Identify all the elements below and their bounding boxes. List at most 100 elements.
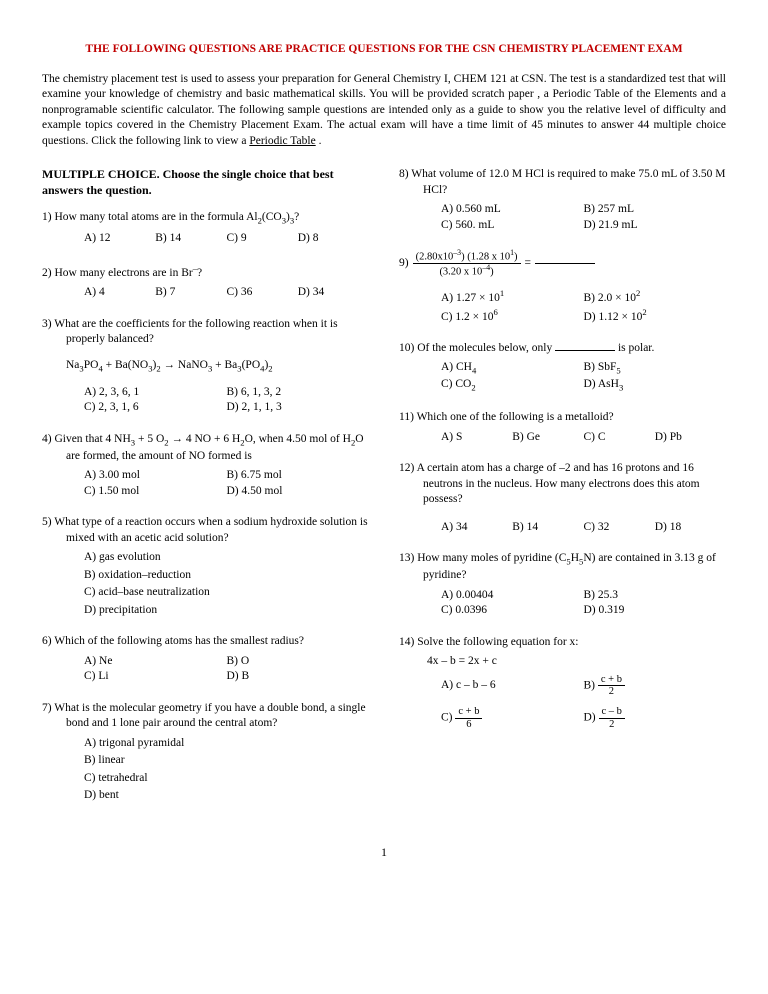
page-number: 1 xyxy=(42,844,726,860)
q13-choice-a[interactable]: A) 0.00404 xyxy=(441,588,584,604)
q1-choice-c[interactable]: C) 9 xyxy=(227,231,298,247)
q1-choices: A) 12 B) 14 C) 9 D) 8 xyxy=(66,231,369,247)
intro-text: The chemistry placement test is used to … xyxy=(42,73,726,147)
q12-choice-a[interactable]: A) 34 xyxy=(441,520,512,536)
right-column: 8) What volume of 12.0 M HCl is required… xyxy=(399,167,726,820)
q11-choices: A) S B) Ge C) C D) Pb xyxy=(423,430,726,446)
q10-choices: A) CH4 B) SbF5 C) CO2 D) AsH3 xyxy=(423,360,726,394)
q12-choice-c[interactable]: C) 32 xyxy=(584,520,655,536)
q14-text: 14) Solve the following equation for x: xyxy=(399,636,579,648)
q11-choice-c[interactable]: C) C xyxy=(584,430,655,446)
periodic-table-link[interactable]: Periodic Table xyxy=(249,135,315,147)
q12-choice-d[interactable]: D) 18 xyxy=(655,520,726,536)
q14-choice-c[interactable]: C) c + b6 xyxy=(441,706,584,730)
q14-choices: A) c – b – 6 B) c + b2 C) c + b6 D) c – … xyxy=(423,674,726,730)
q9-choice-b[interactable]: B) 2.0 × 102 xyxy=(584,288,727,306)
q5-choice-b[interactable]: B) oxidation–reduction xyxy=(84,568,369,584)
question-2: 2) How many electrons are in Br–? A) 4 B… xyxy=(42,263,369,301)
q8-choice-b[interactable]: B) 257 mL xyxy=(584,202,727,218)
q10-choice-a[interactable]: A) CH4 xyxy=(441,360,584,377)
q7-choice-b[interactable]: B) linear xyxy=(84,753,369,769)
q1-choice-d[interactable]: D) 8 xyxy=(298,231,369,247)
q2-choice-b[interactable]: B) 7 xyxy=(155,285,226,301)
q5-choices: A) gas evolution B) oxidation–reduction … xyxy=(66,550,369,618)
q9-choices: A) 1.27 × 101 B) 2.0 × 102 C) 1.2 × 106 … xyxy=(423,288,726,325)
question-10: 10) Of the molecules below, only is pola… xyxy=(399,341,726,394)
q14-choice-d[interactable]: D) c – b2 xyxy=(584,706,727,730)
q8-choice-a[interactable]: A) 0.560 mL xyxy=(441,202,584,218)
q10-choice-d[interactable]: D) AsH3 xyxy=(584,377,727,394)
q12-choices: A) 34 B) 14 C) 32 D) 18 xyxy=(423,520,726,536)
q5-choice-d[interactable]: D) precipitation xyxy=(84,603,369,619)
q1-text: 1) How many total atoms are in the formu… xyxy=(42,211,299,223)
q3-choice-c[interactable]: C) 2, 3, 1, 6 xyxy=(84,400,227,416)
q1-choice-a[interactable]: A) 12 xyxy=(84,231,155,247)
q3-text: 3) What are the coefficients for the fol… xyxy=(42,318,338,346)
q6-choice-a[interactable]: A) Ne xyxy=(84,654,227,670)
q10-choice-b[interactable]: B) SbF5 xyxy=(584,360,727,377)
q3-choice-b[interactable]: B) 6, 1, 3, 2 xyxy=(227,385,370,401)
question-columns: MULTIPLE CHOICE. Choose the single choic… xyxy=(42,167,726,820)
q9-choice-c[interactable]: C) 1.2 × 106 xyxy=(441,307,584,325)
q9-choice-a[interactable]: A) 1.27 × 101 xyxy=(441,288,584,306)
q7-choice-a[interactable]: A) trigonal pyramidal xyxy=(84,736,369,752)
q13-choice-d[interactable]: D) 0.319 xyxy=(584,603,727,619)
q4-choice-d[interactable]: D) 4.50 mol xyxy=(227,484,370,500)
q4-choices: A) 3.00 mol B) 6.75 mol C) 1.50 mol D) 4… xyxy=(66,468,369,499)
q14-choice-b[interactable]: B) c + b2 xyxy=(584,674,727,698)
q6-choice-d[interactable]: D) B xyxy=(227,669,370,685)
q10-text: 10) Of the molecules below, only is pola… xyxy=(399,342,654,354)
q13-text: 13) How many moles of pyridine (C5H5N) a… xyxy=(399,552,716,581)
q5-choice-a[interactable]: A) gas evolution xyxy=(84,550,369,566)
q4-choice-b[interactable]: B) 6.75 mol xyxy=(227,468,370,484)
q7-choice-d[interactable]: D) bent xyxy=(84,788,369,804)
q8-choice-d[interactable]: D) 21.9 mL xyxy=(584,218,727,234)
intro-end: . xyxy=(316,135,322,147)
q2-choice-c[interactable]: C) 36 xyxy=(227,285,298,301)
question-1: 1) How many total atoms are in the formu… xyxy=(42,210,369,246)
question-14: 14) Solve the following equation for x: … xyxy=(399,635,726,730)
q3-choice-a[interactable]: A) 2, 3, 6, 1 xyxy=(84,385,227,401)
q4-choice-a[interactable]: A) 3.00 mol xyxy=(84,468,227,484)
q5-choice-c[interactable]: C) acid–base neutralization xyxy=(84,585,369,601)
question-9: 9) (2.80x10–3) (1.28 x 101) (3.20 x 10–4… xyxy=(399,249,726,325)
q2-choice-d[interactable]: D) 34 xyxy=(298,285,369,301)
q13-choices: A) 0.00404 B) 25.3 C) 0.0396 D) 0.319 xyxy=(423,588,726,619)
q6-choice-c[interactable]: C) Li xyxy=(84,669,227,685)
q11-choice-b[interactable]: B) Ge xyxy=(512,430,583,446)
q6-choice-b[interactable]: B) O xyxy=(227,654,370,670)
q7-text: 7) What is the molecular geometry if you… xyxy=(42,702,366,730)
q3-equation: Na3PO4 + Ba(NO3)2 → NaNO3 + Ba3(PO4)2 xyxy=(66,358,369,375)
q12-text: 12) A certain atom has a charge of –2 an… xyxy=(399,462,700,505)
q8-choice-c[interactable]: C) 560. mL xyxy=(441,218,584,234)
q12-choice-b[interactable]: B) 14 xyxy=(512,520,583,536)
q13-choice-b[interactable]: B) 25.3 xyxy=(584,588,727,604)
q2-choice-a[interactable]: A) 4 xyxy=(84,285,155,301)
q11-choice-d[interactable]: D) Pb xyxy=(655,430,726,446)
q10-choice-c[interactable]: C) CO2 xyxy=(441,377,584,394)
question-7: 7) What is the molecular geometry if you… xyxy=(42,701,369,804)
q4-choice-c[interactable]: C) 1.50 mol xyxy=(84,484,227,500)
q9-num: 9) xyxy=(399,256,409,272)
q9-choice-d[interactable]: D) 1.12 × 102 xyxy=(584,307,727,325)
q2-choices: A) 4 B) 7 C) 36 D) 34 xyxy=(66,285,369,301)
left-column: MULTIPLE CHOICE. Choose the single choic… xyxy=(42,167,369,820)
q5-text: 5) What type of a reaction occurs when a… xyxy=(42,516,368,544)
q1-choice-b[interactable]: B) 14 xyxy=(155,231,226,247)
q7-choices: A) trigonal pyramidal B) linear C) tetra… xyxy=(66,736,369,804)
q13-choice-c[interactable]: C) 0.0396 xyxy=(441,603,584,619)
q6-text: 6) Which of the following atoms has the … xyxy=(42,635,304,647)
intro-paragraph: The chemistry placement test is used to … xyxy=(42,72,726,150)
q8-choices: A) 0.560 mL B) 257 mL C) 560. mL D) 21.9… xyxy=(423,202,726,233)
question-3: 3) What are the coefficients for the fol… xyxy=(42,317,369,416)
q9-blank xyxy=(535,263,595,264)
q9-equals: = xyxy=(525,256,532,272)
q11-choice-a[interactable]: A) S xyxy=(441,430,512,446)
question-6: 6) Which of the following atoms has the … xyxy=(42,634,369,685)
q14-choice-a[interactable]: A) c – b – 6 xyxy=(441,678,584,694)
q3-choice-d[interactable]: D) 2, 1, 1, 3 xyxy=(227,400,370,416)
question-8: 8) What volume of 12.0 M HCl is required… xyxy=(399,167,726,233)
q7-choice-c[interactable]: C) tetrahedral xyxy=(84,771,369,787)
question-11: 11) Which one of the following is a meta… xyxy=(399,410,726,445)
question-4: 4) Given that 4 NH3 + 5 O2 → 4 NO + 6 H2… xyxy=(42,432,369,499)
